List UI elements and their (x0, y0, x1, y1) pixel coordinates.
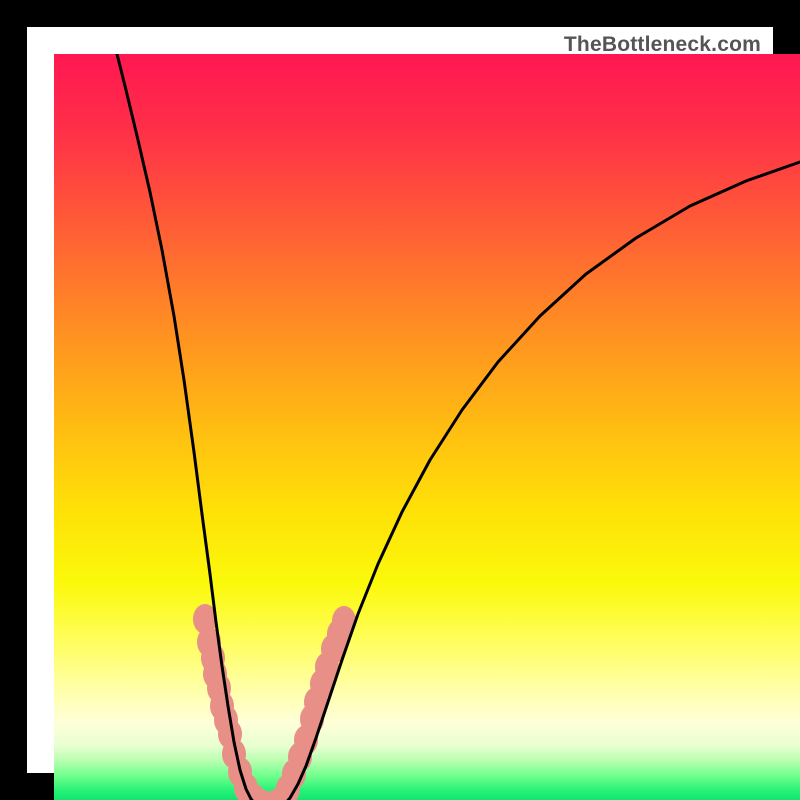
curve-left (116, 54, 262, 800)
chart-frame: TheBottleneck.com (0, 0, 800, 800)
chart-svg (54, 54, 800, 800)
plot-area (54, 54, 800, 800)
curve-right (278, 158, 800, 800)
